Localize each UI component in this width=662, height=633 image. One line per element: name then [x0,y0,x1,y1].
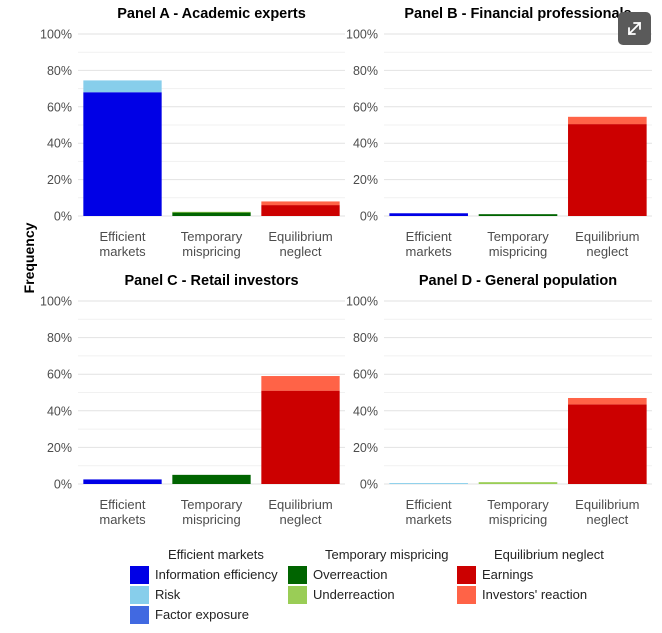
legend-swatch [457,566,476,584]
x-tick-label: Equilibrium neglect [575,497,639,527]
legend-swatch [457,586,476,604]
x-tick-label: Equilibrium neglect [268,497,332,527]
x-tick-label: Efficient markets [99,229,146,259]
bar-segment [261,390,340,484]
legend-swatch [130,586,149,604]
bar-segment [261,205,340,216]
bar-segment [478,482,558,484]
panel: 0% 20% 40% 60% 80% 100% Panel B - Financial pr… [346,6,652,259]
bar-segment [568,124,647,216]
legend-label: Underreaction [313,587,395,602]
legend-swatch [288,586,307,604]
legend-swatch [288,566,307,584]
y-tick-label: 40% [353,404,378,418]
expand-button[interactable] [618,12,651,45]
x-tick-label: Temporary mispricing [487,497,549,527]
bar-segment [389,483,468,484]
x-tick-label: Equilibrium neglect [575,229,639,259]
y-tick-label: 100% [40,295,72,309]
bar-segment [568,116,647,125]
panel-title: Panel A - Academic experts [117,6,306,22]
bar-segment [83,92,162,216]
y-tick-label: 40% [47,404,72,418]
legend-group-title: Temporary mispricing [325,547,449,562]
expand-arrows-icon [628,22,641,35]
panel: 0% 20% 40% 60% 80% 100% Panel D - General popu… [346,273,652,527]
legend-swatch [130,606,149,624]
y-tick-label: 20% [47,173,72,187]
panel-title: Panel D - General population [419,273,617,289]
bar-segment [172,212,251,216]
panel-title: Panel B - Financial professionals [404,6,631,22]
bar-segment [261,201,340,206]
figure: Frequency 0% 20% 40% 60% 80% 100% Panel A - Ac… [21,6,652,527]
legend-label: Earnings [482,567,534,582]
y-tick-label: 60% [47,368,72,382]
y-tick-label: 100% [346,28,378,42]
legend-label: Information efficiency [155,567,278,582]
y-tick-label: 60% [47,100,72,114]
legend-label: Overreaction [313,567,388,582]
legend-group-title: Equilibrium neglect [494,547,604,562]
bar-segment [172,474,251,484]
x-tick-label: Equilibrium neglect [268,229,332,259]
panel: 0% 20% 40% 60% 80% 100% Panel A - Academic exp… [40,6,345,259]
bar-segment [172,211,251,213]
x-tick-label: Efficient markets [406,229,453,259]
y-tick-label: 0% [54,478,72,492]
bar-segment [389,213,468,216]
legend: Efficient markets Information efficiency R… [0,547,662,633]
y-tick-label: 60% [353,100,378,114]
bar-segment [83,479,162,484]
y-tick-label: 80% [353,331,378,345]
bar-segment [478,214,558,216]
y-tick-label: 80% [353,64,378,78]
x-tick-label: Efficient markets [99,497,146,527]
y-tick-label: 100% [40,28,72,42]
legend-label: Factor exposure [155,607,249,622]
y-tick-label: 80% [47,64,72,78]
y-tick-label: 20% [353,441,378,455]
y-tick-label: 100% [346,295,378,309]
y-tick-label: 40% [353,137,378,151]
panel-title: Panel C - Retail investors [124,273,298,289]
y-tick-label: 80% [47,331,72,345]
panel: 0% 20% 40% 60% 80% 100% Panel C - Retail inves… [40,273,345,527]
y-tick-label: 0% [54,210,72,224]
legend-swatch [130,566,149,584]
y-tick-label: 40% [47,137,72,151]
legend-group-title: Efficient markets [168,547,264,562]
y-tick-label: 0% [360,478,378,492]
x-tick-label: Temporary mispricing [181,497,243,527]
y-tick-label: 20% [353,173,378,187]
x-tick-label: Temporary mispricing [181,229,243,259]
bar-segment [568,404,647,484]
legend-label: Investors' reaction [482,587,588,602]
legend-label: Risk [155,587,181,602]
bar-segment [568,397,647,405]
bar-segment [261,376,340,391]
y-axis-label: Frequency [21,222,37,293]
y-tick-label: 20% [47,441,72,455]
x-tick-label: Efficient markets [406,497,453,527]
y-tick-label: 60% [353,368,378,382]
bar-segment [83,80,162,93]
x-tick-label: Temporary mispricing [487,229,549,259]
y-tick-label: 0% [360,210,378,224]
